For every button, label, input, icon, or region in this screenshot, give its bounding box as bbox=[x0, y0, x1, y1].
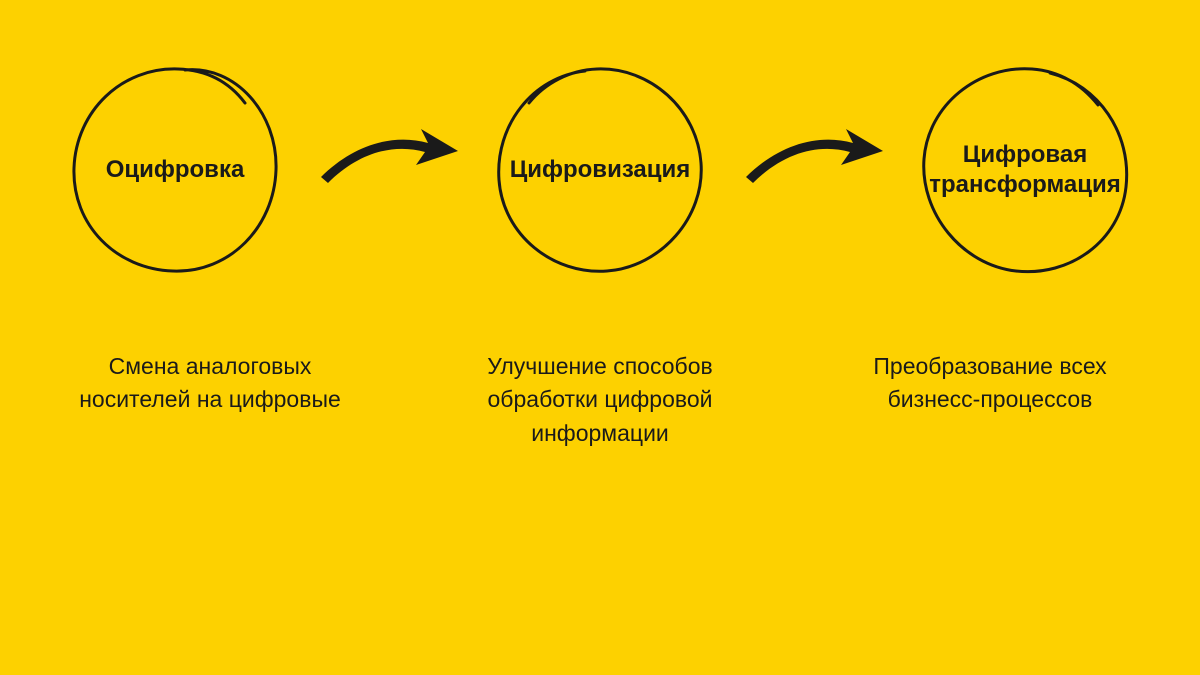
arrow-2 bbox=[738, 115, 888, 195]
node-2-description: Улучшение способов обработки цифровой ин… bbox=[450, 350, 750, 450]
arrow-1 bbox=[313, 115, 463, 195]
node-1-description: Смена аналоговых носителей на цифровые bbox=[60, 350, 360, 450]
node-3-description: Преобразование всех бизнесс-процессов bbox=[840, 350, 1140, 450]
circles-row: Оцифровка Цифровизация Цифровая трансфор… bbox=[0, 40, 1200, 300]
infographic-canvas: Оцифровка Цифровизация Цифровая трансфор… bbox=[0, 0, 1200, 675]
node-1-title: Оцифровка bbox=[92, 155, 259, 185]
node-1: Оцифровка bbox=[60, 55, 290, 285]
node-2: Цифровизация bbox=[485, 55, 715, 285]
node-3-title: Цифровая трансформация bbox=[910, 140, 1140, 200]
descriptions-row: Смена аналоговых носителей на цифровые У… bbox=[0, 350, 1200, 450]
node-2-title: Цифровизация bbox=[496, 155, 705, 185]
node-3: Цифровая трансформация bbox=[910, 55, 1140, 285]
